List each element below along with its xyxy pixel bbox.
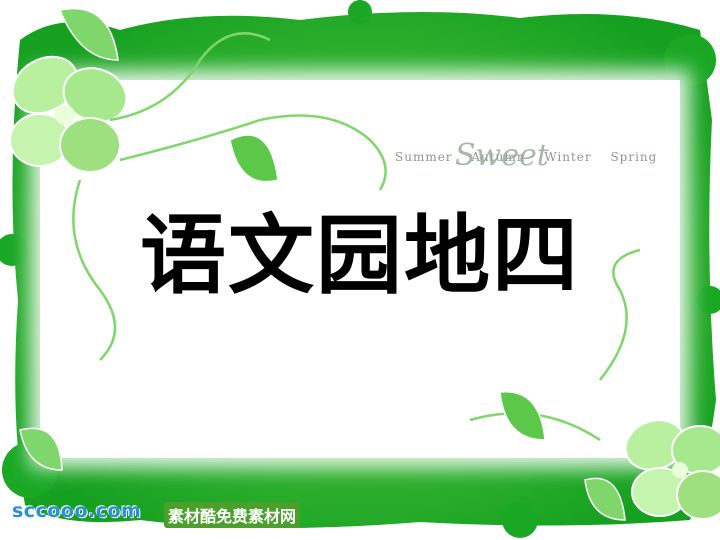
season-word: Winter [544, 150, 591, 164]
watermark-site: sccooo.com [12, 500, 141, 522]
sweet-script-word: Sweet [455, 138, 549, 173]
season-word: Spring [610, 150, 657, 164]
watermark-site-cn: 素材酷免费素材网 [164, 502, 300, 528]
slide-title: 语文园地四 [0, 185, 720, 310]
season-word: Summer [395, 150, 453, 164]
